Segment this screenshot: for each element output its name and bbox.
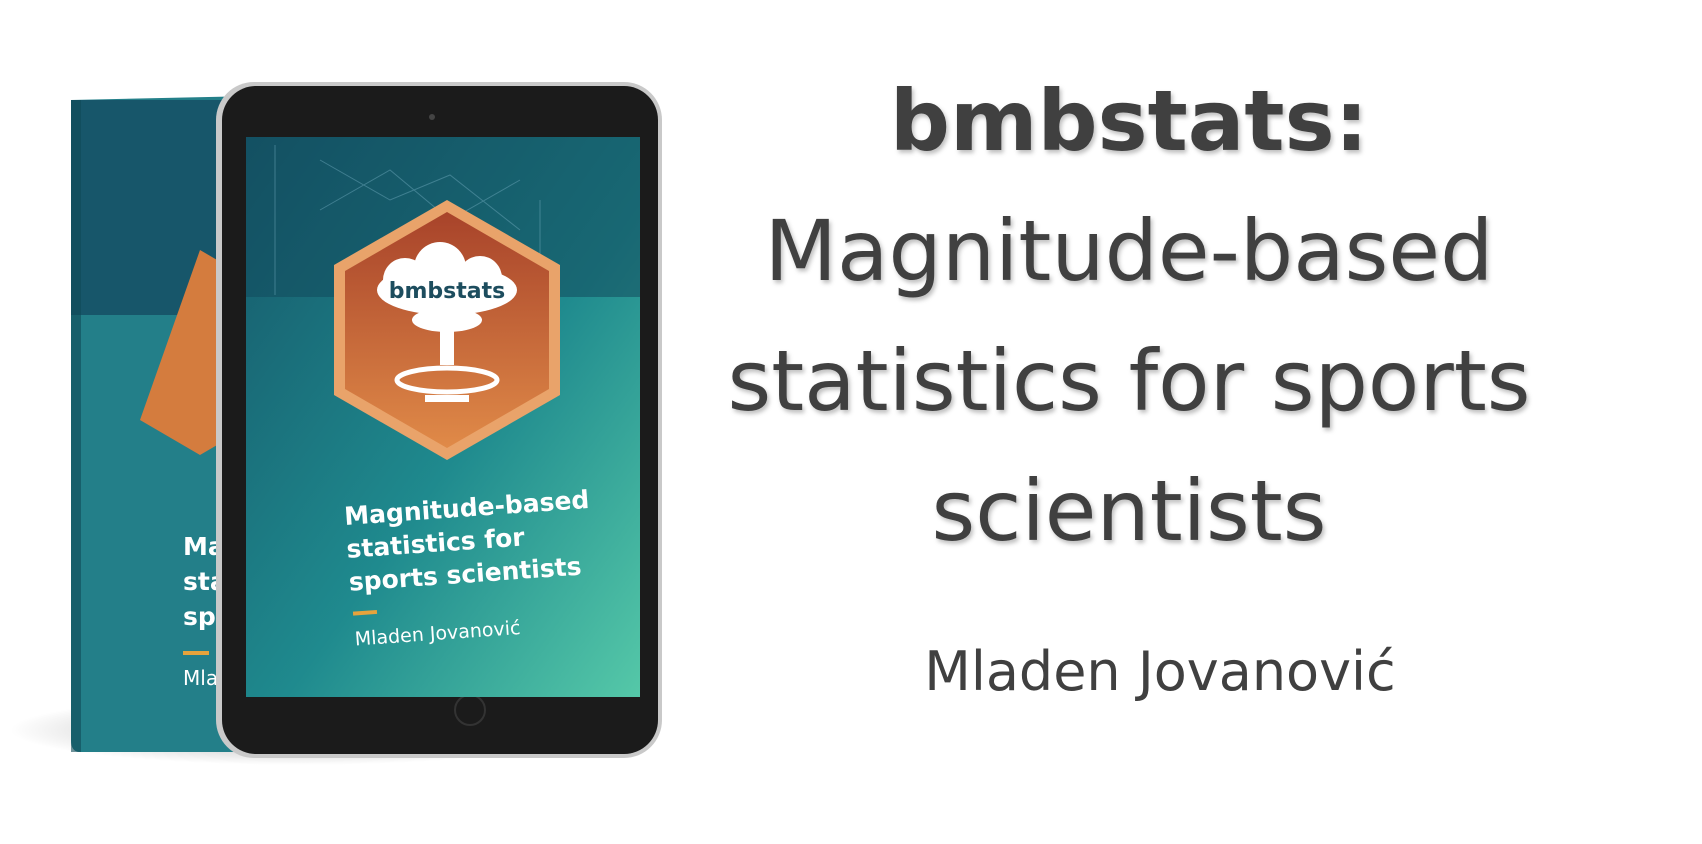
tablet: bmbstats Magnitude-based statistics for … (216, 82, 662, 758)
subtitle-line: scientists (932, 462, 1327, 560)
title: bmbstats: (890, 72, 1368, 170)
cloud-icon (377, 242, 517, 402)
subtitle-line: statistics for sports (727, 332, 1530, 430)
cover-logo: bmbstats (389, 279, 506, 304)
subtitle-line: Magnitude-based (765, 202, 1494, 300)
author: Mladen Jovanović (924, 640, 1396, 703)
